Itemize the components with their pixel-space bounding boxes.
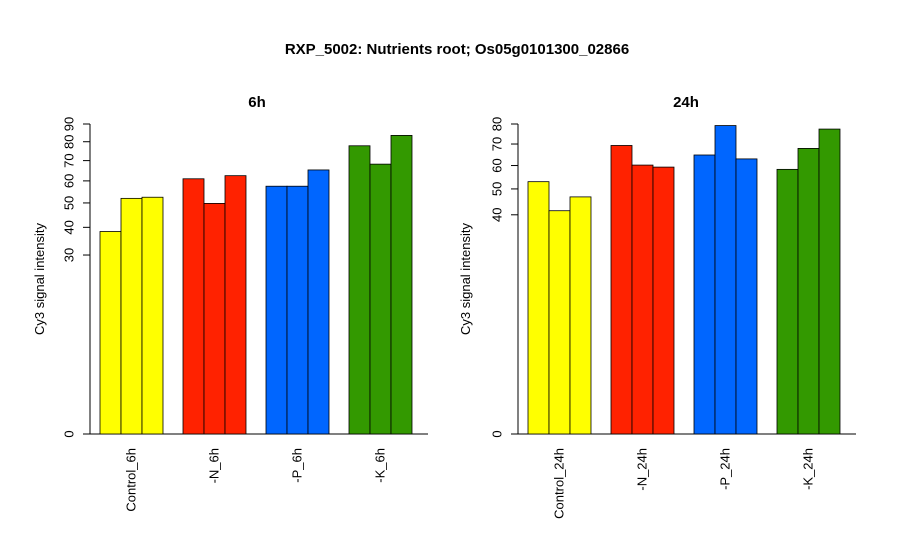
x-category-label: -K_24h: [801, 448, 816, 490]
bar--P_24h-rep3: [735, 158, 758, 435]
bar--K_24h-rep1: [776, 168, 799, 435]
y-tick-label: 50: [489, 182, 504, 196]
bar--N_6h-rep1: [182, 178, 205, 435]
y-tick-label: 0: [489, 430, 504, 437]
y-tick-label: 30: [61, 248, 76, 262]
bar--P_24h-rep1: [693, 154, 716, 435]
bar-Control_24h-rep1: [527, 181, 550, 435]
y-tick-label: 0: [61, 430, 76, 437]
y-tick-label: 60: [61, 174, 76, 188]
x-category-label: -P_24h: [718, 448, 733, 490]
panel-title: 24h: [673, 94, 699, 111]
y-tick-label: 60: [489, 158, 504, 172]
bar--K_6h-rep3: [390, 135, 413, 435]
bar--K_24h-rep2: [797, 148, 820, 435]
x-category-label: -N_24h: [635, 448, 650, 491]
bar-Control_24h-rep2: [548, 210, 571, 435]
bar-Control_6h-rep3: [141, 196, 164, 435]
y-tick-label: 70: [61, 153, 76, 167]
y-tick-label: 80: [61, 134, 76, 148]
panel-6h: 6h Cy3 signal intensity 0 30 40 50 60 70 80 90 Con…: [32, 94, 428, 512]
bar--N_24h-rep1: [610, 145, 633, 435]
y-tick-label: 50: [61, 196, 76, 210]
bar--N_6h-rep3: [224, 175, 247, 435]
bar--P_6h-rep2: [286, 185, 309, 435]
y-tick-label: 40: [489, 208, 504, 222]
x-category-label: -N_6h: [207, 448, 222, 483]
y-tick-label: 80: [489, 117, 504, 131]
y-tick-label: 40: [61, 220, 76, 234]
panel-24h: 24h Cy3 signal intensity 0 40 50 60 70 80 Contro…: [458, 94, 856, 519]
y-tick-label: 90: [61, 117, 76, 131]
bar--N_24h-rep2: [631, 164, 654, 435]
x-category-label: -K_6h: [373, 448, 388, 483]
bar--K_6h-rep2: [369, 163, 392, 435]
x-category-label: -P_6h: [290, 448, 305, 483]
bar-Control_6h-rep2: [120, 197, 143, 435]
panel-title: 6h: [248, 94, 266, 111]
bar-Control_24h-rep3: [569, 196, 592, 435]
y-axis-label: Cy3 signal intensity: [458, 223, 473, 335]
bar--K_6h-rep1: [348, 145, 371, 435]
bar--N_24h-rep3: [652, 166, 675, 435]
bar--P_24h-rep2: [714, 125, 737, 435]
bar--P_6h-rep3: [307, 169, 330, 435]
main-title: RXP_5002: Nutrients root; Os05g0101300_0…: [285, 41, 629, 58]
bar-Control_6h-rep1: [99, 231, 122, 435]
bar--N_6h-rep2: [203, 203, 226, 435]
bar--P_6h-rep1: [265, 185, 288, 435]
y-axis-label: Cy3 signal intensity: [32, 223, 47, 335]
bar--K_24h-rep3: [818, 128, 841, 435]
y-tick-label: 70: [489, 137, 504, 151]
x-category-label: Control_24h: [552, 448, 567, 519]
x-category-label: Control_6h: [124, 448, 139, 512]
